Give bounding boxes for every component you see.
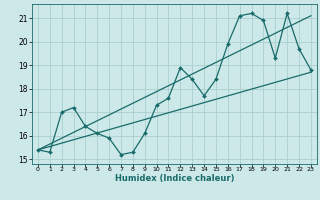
X-axis label: Humidex (Indice chaleur): Humidex (Indice chaleur): [115, 174, 234, 183]
